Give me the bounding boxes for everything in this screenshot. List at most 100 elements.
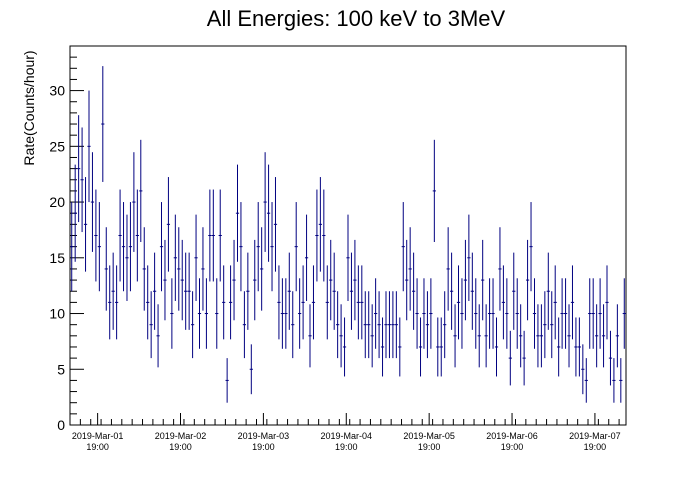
data-point bbox=[401, 202, 405, 292]
data-point bbox=[242, 291, 246, 359]
y-tick-label: 15 bbox=[49, 250, 65, 266]
data-point bbox=[412, 252, 416, 330]
data-point bbox=[173, 214, 177, 301]
data-point bbox=[522, 330, 526, 386]
data-point bbox=[166, 177, 171, 272]
data-point bbox=[595, 304, 599, 368]
y-tick-label: 0 bbox=[57, 417, 65, 433]
x-axis: 2019-Mar-0119:002019-Mar-0219:002019-Mar… bbox=[69, 413, 621, 452]
data-point bbox=[574, 317, 578, 377]
data-point bbox=[311, 265, 316, 340]
data-point bbox=[170, 278, 174, 349]
data-point bbox=[284, 278, 288, 349]
x-tick-time-label: 19:00 bbox=[501, 442, 524, 452]
data-point bbox=[97, 202, 101, 292]
data-point bbox=[73, 164, 77, 262]
y-tick-label: 5 bbox=[57, 361, 65, 377]
x-tick-date-label: 2019-Mar-06 bbox=[486, 431, 538, 441]
data-point bbox=[443, 291, 447, 359]
data-point bbox=[253, 239, 257, 321]
data-point bbox=[287, 252, 291, 330]
data-point bbox=[550, 291, 554, 359]
data-point bbox=[508, 330, 512, 386]
data-point bbox=[266, 164, 271, 262]
data-point bbox=[342, 317, 347, 377]
data-point bbox=[153, 252, 157, 330]
data-point bbox=[194, 214, 198, 301]
data-point bbox=[94, 189, 98, 282]
data-point bbox=[135, 189, 139, 282]
data-point bbox=[560, 278, 564, 349]
data-point bbox=[467, 214, 471, 301]
data-point bbox=[450, 252, 454, 330]
data-point bbox=[391, 291, 395, 359]
data-point bbox=[346, 214, 350, 301]
data-point bbox=[363, 291, 367, 359]
data-point bbox=[463, 239, 468, 321]
data-point bbox=[139, 139, 143, 242]
x-tick-time-label: 19:00 bbox=[86, 442, 109, 452]
data-point bbox=[418, 317, 423, 377]
data-point bbox=[429, 278, 433, 349]
data-point bbox=[470, 252, 474, 330]
data-point bbox=[380, 317, 385, 377]
data-point bbox=[481, 239, 485, 321]
data-point bbox=[353, 239, 357, 321]
data-point bbox=[398, 317, 402, 377]
data-point bbox=[408, 227, 412, 311]
data-point bbox=[128, 202, 133, 292]
data-point bbox=[159, 202, 164, 292]
data-point bbox=[336, 291, 340, 359]
x-tick-date-label: 2019-Mar-03 bbox=[238, 431, 290, 441]
data-point bbox=[90, 152, 95, 252]
data-point bbox=[425, 291, 430, 359]
data-point bbox=[125, 214, 129, 301]
data-point bbox=[498, 227, 502, 311]
data-point bbox=[177, 227, 181, 311]
data-point bbox=[115, 265, 119, 340]
data-point bbox=[149, 291, 153, 359]
data-point bbox=[277, 265, 281, 340]
x-tick-date-label: 2019-Mar-05 bbox=[403, 431, 455, 441]
data-point bbox=[291, 291, 295, 359]
data-point bbox=[260, 227, 264, 311]
data-point bbox=[519, 304, 523, 368]
data-point bbox=[77, 115, 81, 223]
data-point bbox=[215, 278, 219, 349]
data-point bbox=[332, 252, 336, 330]
data-point bbox=[339, 304, 343, 368]
data-point bbox=[529, 202, 533, 292]
x-tick-time-label: 19:00 bbox=[169, 442, 192, 452]
data-point bbox=[273, 177, 278, 272]
data-point bbox=[563, 278, 568, 349]
data-point bbox=[557, 317, 561, 377]
data-point bbox=[235, 164, 240, 262]
x-tick-date-label: 2019-Mar-01 bbox=[72, 431, 124, 441]
data-point bbox=[487, 278, 492, 349]
data-point bbox=[187, 252, 191, 330]
y-tick-label: 30 bbox=[49, 83, 65, 99]
data-point bbox=[156, 304, 160, 368]
data-point bbox=[356, 265, 360, 340]
data-point bbox=[70, 202, 74, 292]
data-point bbox=[132, 152, 136, 252]
data-point bbox=[108, 265, 112, 340]
data-point bbox=[204, 278, 209, 349]
data-point bbox=[405, 239, 409, 321]
data-point bbox=[367, 291, 371, 359]
data-point bbox=[263, 152, 267, 252]
data-point bbox=[239, 202, 243, 292]
data-point bbox=[208, 189, 212, 282]
data-point bbox=[460, 278, 464, 349]
data-point bbox=[532, 278, 537, 349]
data-point bbox=[256, 202, 260, 292]
data-point bbox=[505, 278, 509, 349]
data-point bbox=[446, 227, 450, 311]
data-point bbox=[567, 304, 571, 368]
data-point bbox=[142, 227, 146, 311]
y-axis-label: Rate(Counts/hour) bbox=[21, 50, 37, 165]
data-point bbox=[525, 239, 530, 321]
data-point bbox=[184, 252, 188, 330]
data-point bbox=[270, 202, 274, 292]
